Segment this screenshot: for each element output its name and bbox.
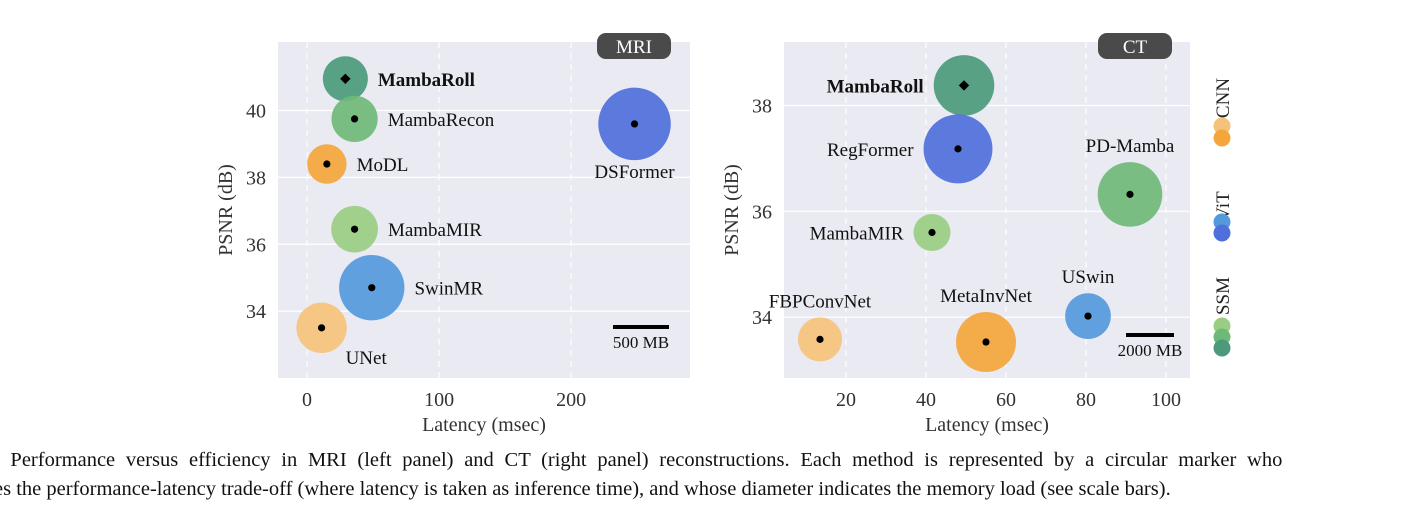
center-dot-marker [816,335,824,343]
point-label: UNet [346,348,388,369]
point-label: MambaRoll [827,76,924,97]
x-tick-label: 80 [1076,389,1096,411]
x-axis-label: Latency (msec) [422,414,546,436]
bubble-swinmr: SwinMR [339,255,483,321]
legend: CNN ViT SSM [1213,78,1234,357]
point-label: PD-Mamba [1086,136,1175,157]
center-diamond-marker [958,80,970,91]
point-label: RegFormer [827,140,914,161]
bubble-modl: MoDL [307,144,409,184]
bubble-mambaroll: MambaRoll [827,55,995,116]
legend-swatch [1213,129,1231,147]
legend-item-vit: ViT [1213,191,1234,242]
point-label: MambaRecon [388,110,495,131]
center-dot-marker [317,324,326,332]
panel-mri: 34 36 38 40 0 100 200 Latency (msec) PSNR (dB) Ma… [215,33,690,436]
point-label: MambaMIR [388,220,482,241]
point-label: MoDL [357,155,409,176]
legend-swatch [1213,339,1231,357]
bubble-unet: UNet [296,302,388,369]
scale-bar-label: 2000 MB [1118,341,1183,360]
point-label: MetaInvNet [940,286,1033,307]
bubble-fbpconvnet: FBPConvNet [769,291,872,362]
bubble-regformer: RegFormer [827,114,993,184]
y-tick-label: 36 [752,201,772,223]
bubble-pd-mamba: PD-Mamba [1086,136,1175,227]
y-tick-label: 38 [752,95,772,117]
x-tick-label: 100 [424,389,454,411]
panel-badge [597,33,671,59]
legend-swatch [1213,117,1231,135]
legend-label: CNN [1213,78,1234,118]
y-axis-label: PSNR (dB) [721,164,743,256]
legend-item-ssm: SSM [1213,277,1234,357]
center-dot-marker [1084,312,1092,320]
y-tick-label: 34 [246,301,266,323]
figure: 34 36 38 40 0 100 200 Latency (msec) PSNR (dB) Ma… [215,33,1234,436]
point-label: USwin [1062,267,1115,288]
x-axis-label: Latency (msec) [925,414,1049,436]
x-tick-label: 60 [996,389,1016,411]
figure-caption: : Performance versus efficiency in MRI (… [0,446,1418,504]
center-diamond-marker [340,73,351,84]
y-tick-label: 34 [752,307,772,329]
x-tick-label: 0 [302,389,312,411]
panel-badge-label: MRI [616,37,652,58]
point-label: FBPConvNet [769,291,872,312]
caption-line-2: es the performance-latency trade-off (wh… [0,478,1171,500]
point-label: SwinMR [414,279,483,300]
bubble-metainvnet: MetaInvNet [940,286,1033,373]
y-tick-label: 40 [246,101,266,123]
bubble-dsformer: DSFormer [594,87,675,183]
x-tick-label: 100 [1151,389,1181,411]
center-dot-marker [368,284,376,292]
bubble-mambamir: MambaMIR [810,213,951,251]
x-tick-label: 40 [916,389,936,411]
y-axis-label: PSNR (dB) [215,164,237,256]
panel-badge-label: CT [1123,37,1148,58]
panel-ct: 34 36 38 20 40 60 80 100 Latency (msec) PSNR (dB)… [721,33,1190,436]
center-dot-marker [928,228,936,237]
legend-swatch [1213,224,1231,242]
y-tick-label: 38 [246,167,266,189]
legend-label: ViT [1213,191,1234,221]
center-dot-marker [323,160,331,168]
panel-badge [1098,33,1172,59]
y-tick-label: 36 [246,234,266,256]
point-label: MambaMIR [810,223,904,244]
bubble-uswin: USwin [1062,267,1115,339]
center-dot-marker [1126,190,1134,198]
center-dot-marker [350,225,359,233]
x-tick-label: 200 [556,389,586,411]
scale-bar-label: 500 MB [613,333,669,352]
center-dot-marker [350,115,359,123]
center-dot-marker [982,338,990,346]
legend-item-cnn: CNN [1213,78,1234,147]
bubble-mambaroll: MambaRoll [322,56,475,102]
point-label: MambaRoll [378,70,475,91]
x-tick-label: 20 [836,389,856,411]
caption-line-1: : Performance versus efficiency in MRI (… [0,449,1283,471]
center-dot-marker [630,120,639,128]
point-label: DSFormer [594,162,675,183]
bubble-mambamir: MambaMIR [331,205,482,253]
center-dot-marker [954,145,962,153]
bubble-mambarecon: MambaRecon [331,95,495,143]
legend-label: SSM [1213,277,1234,315]
